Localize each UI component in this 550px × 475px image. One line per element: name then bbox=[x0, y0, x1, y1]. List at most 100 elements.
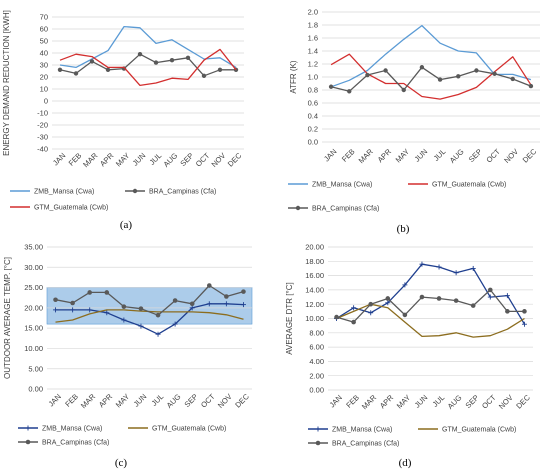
y-tick-label: 0.2 bbox=[308, 125, 318, 134]
data-point bbox=[470, 303, 476, 308]
x-tick-label: SEP bbox=[464, 393, 481, 410]
data-point bbox=[138, 306, 144, 311]
data-point bbox=[470, 265, 476, 271]
data-point bbox=[402, 282, 408, 288]
legend-entry: BRA_Campinas (Cfa) bbox=[125, 189, 216, 196]
series-line bbox=[336, 263, 526, 325]
x-tick-label: OCT bbox=[199, 392, 217, 410]
x-tick-label: MAY bbox=[394, 147, 411, 164]
y-tick-label: 16.00 bbox=[305, 271, 324, 280]
legend-entry: ZMB_Mansa (Cwa) bbox=[18, 425, 102, 433]
legend-label: BRA_Campinas (Cfa) bbox=[312, 206, 379, 213]
series-line bbox=[55, 284, 244, 316]
chart-c: 35.00 30.00 25.00 20.00 15.00 10.00 5.00 0.00 JA… bbox=[3, 243, 253, 469]
x-tick-label: OCT bbox=[194, 151, 212, 169]
data-point bbox=[104, 310, 110, 316]
y-tick-label: 1.0 bbox=[308, 73, 318, 82]
data-point bbox=[492, 71, 497, 76]
y-tick-label: 0.0 bbox=[308, 138, 318, 147]
x-tick-label: MAR bbox=[360, 393, 379, 412]
x-tick-label: JUN bbox=[413, 393, 430, 410]
legend-entry: GTM_Guatemala (Cwb) bbox=[128, 426, 226, 433]
x-tick-label: JAN bbox=[47, 392, 63, 408]
x-tick-label: AUG bbox=[446, 393, 464, 411]
x-tick-label: FEB bbox=[340, 147, 357, 164]
data-point bbox=[172, 321, 178, 327]
panel-caption: (a) bbox=[120, 219, 133, 231]
x-tick-label: DEC bbox=[514, 393, 532, 411]
legend-entry: ZMB_Mansa (Cwa) bbox=[10, 189, 94, 196]
y-tick-label: 2.0 bbox=[308, 8, 318, 17]
y-tick-label: 70 bbox=[40, 13, 48, 22]
x-tick-label: SEP bbox=[178, 151, 195, 168]
legend-label: GTM_Guatemala (Cwb) bbox=[152, 426, 226, 433]
y-tick-label: -10 bbox=[37, 109, 48, 118]
data-point bbox=[189, 301, 195, 307]
x-tick-label: SEP bbox=[183, 392, 200, 409]
data-point bbox=[456, 74, 461, 79]
x-tick-label: NOV bbox=[210, 151, 228, 169]
data-point bbox=[185, 55, 191, 60]
x-tick-label: JAN bbox=[322, 147, 338, 163]
y-tick-label: 6.00 bbox=[309, 343, 324, 352]
data-point bbox=[368, 310, 374, 316]
data-point bbox=[206, 283, 212, 288]
data-point bbox=[89, 59, 95, 64]
data-point bbox=[206, 301, 212, 307]
data-point bbox=[201, 73, 207, 79]
data-point bbox=[104, 290, 110, 295]
data-point bbox=[153, 60, 159, 65]
comfort-band bbox=[46, 287, 253, 325]
x-tick-label: JUN bbox=[132, 392, 149, 409]
data-point bbox=[521, 321, 527, 327]
y-tick-label: 0.4 bbox=[308, 112, 318, 121]
x-tick-label: APR bbox=[98, 151, 116, 169]
legend-label: GTM_Guatemala (Cwb) bbox=[34, 205, 108, 212]
data-point bbox=[368, 301, 374, 307]
x-tick-label: MAR bbox=[357, 147, 376, 166]
data-point bbox=[351, 319, 356, 325]
y-tick-label: 30.00 bbox=[24, 263, 43, 272]
y-tick-label: 0.00 bbox=[28, 385, 43, 394]
y-tick-label: 20.00 bbox=[24, 303, 43, 312]
data-point bbox=[453, 270, 459, 276]
series-line bbox=[59, 25, 237, 69]
y-tick-label: 25.00 bbox=[24, 283, 43, 292]
y-axis-label: ATFR (K) bbox=[289, 60, 298, 94]
x-tick-label: SEP bbox=[467, 147, 484, 164]
y-axis-label: ENERGY DEMAND REDUCTION [KWH] bbox=[2, 10, 11, 156]
data-point bbox=[383, 68, 388, 73]
legend-entry: ZMB_Mansa (Cwa) bbox=[308, 426, 392, 434]
legend-marker bbox=[315, 440, 321, 446]
y-tick-label: 4.00 bbox=[309, 357, 324, 366]
x-tick-label: MAR bbox=[79, 392, 98, 411]
data-point bbox=[505, 309, 510, 314]
y-tick-label: 14.00 bbox=[305, 286, 324, 295]
y-tick-label: -20 bbox=[37, 121, 48, 130]
data-point bbox=[87, 290, 93, 295]
data-point bbox=[487, 294, 493, 300]
y-tick-label: 8.00 bbox=[309, 328, 324, 337]
x-tick-label: DEC bbox=[226, 151, 244, 169]
data-point bbox=[172, 298, 178, 303]
y-tick-label: 5.00 bbox=[28, 364, 43, 373]
y-axis-label: OUTDOOR AVERAGE TEMP. [°C] bbox=[3, 257, 12, 379]
y-axis-label: AVERAGE DTR [°C] bbox=[285, 282, 294, 354]
data-point bbox=[474, 68, 479, 73]
legend-label: BRA_Campinas (Cfa) bbox=[149, 189, 216, 196]
y-tick-label: 18.00 bbox=[305, 257, 324, 266]
x-tick-label: JUN bbox=[413, 147, 430, 164]
legend-label: ZMB_Mansa (Cwa) bbox=[312, 182, 372, 189]
x-tick-label: MAY bbox=[114, 151, 131, 168]
x-tick-label: OCT bbox=[484, 147, 502, 165]
legend-marker bbox=[295, 205, 301, 211]
legend-label: GTM_Guatemala (Cwb) bbox=[432, 182, 506, 189]
legend-entry: GTM_Guatemala (Cwb) bbox=[10, 205, 108, 212]
y-tick-label: 40 bbox=[40, 49, 48, 58]
y-tick-label: 0.8 bbox=[308, 86, 318, 95]
y-tick-label: 2.00 bbox=[309, 371, 324, 380]
data-point bbox=[87, 307, 93, 313]
data-point bbox=[419, 294, 425, 300]
